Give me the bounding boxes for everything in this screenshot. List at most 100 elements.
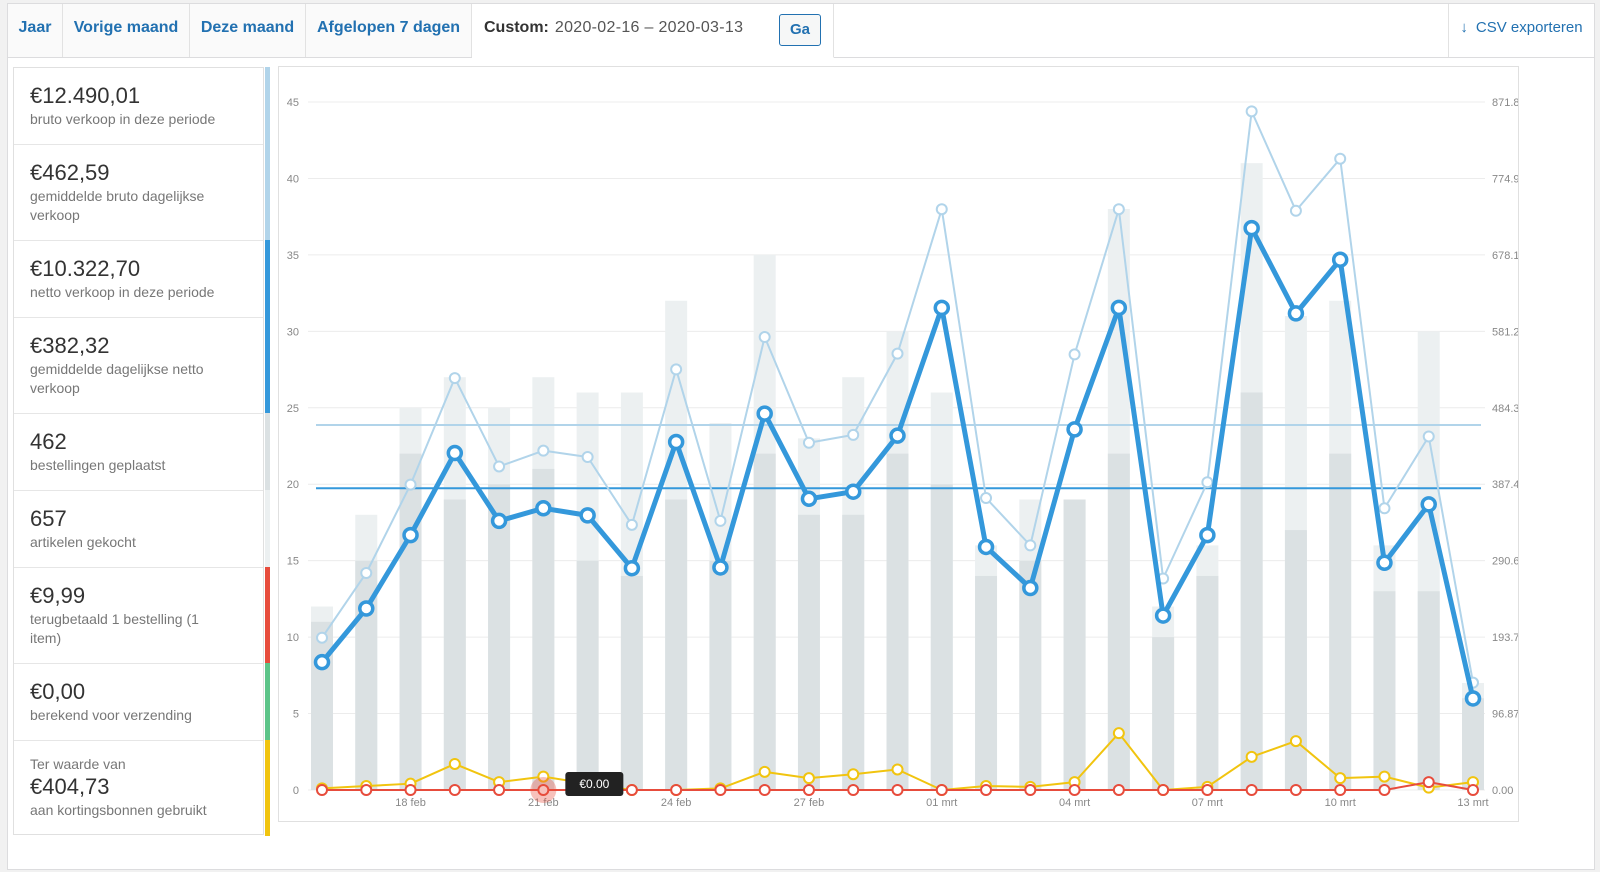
bar-orders bbox=[1019, 560, 1042, 790]
tab-last-7-days[interactable]: Afgelopen 7 dagen bbox=[306, 4, 472, 57]
point-gross bbox=[1068, 348, 1081, 361]
point-net bbox=[535, 500, 552, 517]
tooltip-text: €0.00 bbox=[579, 777, 609, 791]
legend-item-coupons[interactable]: Ter waarde van €404,73 aan kortingsbonne… bbox=[14, 741, 263, 835]
x-tick-label: 18 feb bbox=[395, 797, 426, 809]
legend-color-bar bbox=[265, 567, 270, 663]
y-right-tick-label: 0.00 bbox=[1492, 785, 1513, 797]
point-refunds bbox=[1157, 784, 1170, 796]
y-right-tick-label: 871.85 bbox=[1492, 97, 1518, 109]
y-left-tick-label: 35 bbox=[287, 250, 299, 262]
x-tick-label: 13 mrt bbox=[1457, 797, 1488, 809]
sales-chart[interactable]: 0 0.00 5 96.87 10 193.74 15 290.62 20 387.49 25 484… bbox=[279, 67, 1526, 821]
legend-item-refunds[interactable]: €9,99 terugbetaald 1 bestelling (1 item) bbox=[14, 568, 263, 664]
legend-color-bar bbox=[265, 663, 270, 740]
point-gross bbox=[581, 450, 594, 463]
legend-desc: netto verkoop in deze periode bbox=[30, 284, 215, 300]
bar-orders bbox=[576, 560, 599, 790]
point-gross bbox=[1334, 152, 1347, 165]
hover-highlight bbox=[530, 777, 557, 803]
legend-value: €404,73 bbox=[30, 774, 110, 799]
legend-item-avg-gross-daily[interactable]: €462,59 gemiddelde bruto dagelijkse verk… bbox=[14, 145, 263, 241]
x-tick-label: 04 mrt bbox=[1059, 797, 1090, 809]
bar-orders bbox=[1107, 453, 1130, 790]
tab-last-month[interactable]: Vorige maand bbox=[63, 4, 190, 57]
legend-item-avg-net-daily[interactable]: €382,32 gemiddelde dagelijkse netto verk… bbox=[14, 318, 263, 414]
point-gross bbox=[316, 631, 328, 644]
point-net bbox=[1420, 496, 1437, 513]
csv-export-button[interactable]: ↓ CSV exporteren bbox=[1448, 4, 1594, 57]
point-refunds bbox=[1112, 784, 1125, 796]
point-net bbox=[1110, 299, 1128, 317]
legend-value: €462,59 bbox=[30, 160, 110, 185]
bar-orders bbox=[753, 453, 776, 790]
point-refunds bbox=[1378, 784, 1391, 796]
point-coupons bbox=[1112, 727, 1125, 740]
go-button[interactable]: Ga bbox=[779, 14, 821, 46]
bar-orders bbox=[311, 621, 333, 790]
range-tabs: Jaar Vorige maand Deze maand Afgelopen 7… bbox=[8, 4, 1594, 58]
point-refunds bbox=[448, 784, 461, 796]
y-right-tick-label: 387.49 bbox=[1492, 479, 1518, 491]
legend-item-shipping[interactable]: €0,00 berekend voor verzending bbox=[14, 664, 263, 741]
point-net bbox=[1066, 421, 1083, 438]
tab-year[interactable]: Jaar bbox=[8, 4, 63, 57]
tooltip-box bbox=[565, 772, 624, 796]
y-right-tick-label: 774.97 bbox=[1492, 173, 1518, 185]
bar-orders bbox=[842, 514, 865, 790]
bar-orders bbox=[886, 453, 909, 790]
custom-start-date[interactable]: 2020-02-16 bbox=[554, 19, 640, 36]
point-gross bbox=[802, 436, 815, 449]
tab-custom[interactable]: Custom: 2020-02-16 – 2020-03-13 Ga bbox=[472, 4, 834, 58]
point-net bbox=[1022, 579, 1039, 597]
y-left-tick-label: 40 bbox=[287, 173, 299, 185]
bar-orders bbox=[443, 499, 466, 790]
y-left-tick-label: 20 bbox=[287, 479, 299, 491]
arrow-down-icon: ↓ bbox=[1460, 19, 1468, 36]
point-refunds bbox=[714, 784, 727, 796]
y-left-tick-label: 0 bbox=[293, 785, 299, 797]
bar-orders bbox=[1284, 530, 1307, 790]
point-net bbox=[756, 405, 773, 422]
point-gross bbox=[980, 492, 993, 505]
legend-desc: gemiddelde bruto dagelijkse verkoop bbox=[30, 188, 205, 223]
tab-this-month[interactable]: Deze maand bbox=[190, 4, 306, 57]
point-gross bbox=[1112, 203, 1125, 216]
legend-value: €0,00 bbox=[30, 679, 86, 704]
point-refunds bbox=[1467, 784, 1479, 796]
point-net bbox=[1154, 607, 1172, 624]
y-right-tick-label: 678.10 bbox=[1492, 250, 1518, 262]
point-gross bbox=[404, 478, 417, 491]
point-gross bbox=[1378, 502, 1391, 515]
legend-desc: bruto verkoop in deze periode bbox=[30, 111, 216, 127]
point-refunds bbox=[1289, 784, 1302, 796]
point-refunds bbox=[670, 784, 683, 796]
point-gross bbox=[758, 331, 771, 344]
legend-item-net-sales[interactable]: €10.322,70 netto verkoop in deze periode bbox=[14, 241, 263, 318]
point-net bbox=[844, 483, 862, 500]
bar-orders bbox=[1462, 698, 1484, 790]
point-net bbox=[800, 490, 818, 508]
legend-color-bar bbox=[265, 740, 270, 836]
point-coupons bbox=[802, 772, 815, 785]
bar-orders bbox=[399, 453, 422, 790]
point-coupons bbox=[891, 763, 904, 776]
legend-value: 657 bbox=[30, 506, 67, 531]
point-net bbox=[1243, 219, 1260, 237]
legend-value: €10.322,70 bbox=[30, 256, 141, 281]
bar-orders bbox=[620, 575, 643, 790]
legend-item-gross-sales[interactable]: €12.490,01 bruto verkoop in deze periode bbox=[14, 68, 263, 145]
legend-item-orders[interactable]: 462 bestellingen geplaatst bbox=[14, 414, 263, 491]
bar-orders bbox=[488, 484, 511, 790]
point-refunds bbox=[758, 784, 771, 796]
y-left-tick-label: 30 bbox=[287, 326, 299, 338]
legend-item-items[interactable]: 657 artikelen gekocht bbox=[14, 491, 263, 568]
point-refunds bbox=[802, 784, 815, 796]
point-gross bbox=[714, 514, 727, 527]
point-net bbox=[1287, 305, 1305, 322]
csv-export-label: CSV exporteren bbox=[1475, 19, 1583, 36]
y-left-tick-label: 45 bbox=[287, 97, 299, 109]
date-separator: – bbox=[644, 19, 654, 36]
y-right-tick-label: 96.87 bbox=[1492, 709, 1518, 721]
custom-end-date[interactable]: 2020-03-13 bbox=[658, 19, 744, 36]
